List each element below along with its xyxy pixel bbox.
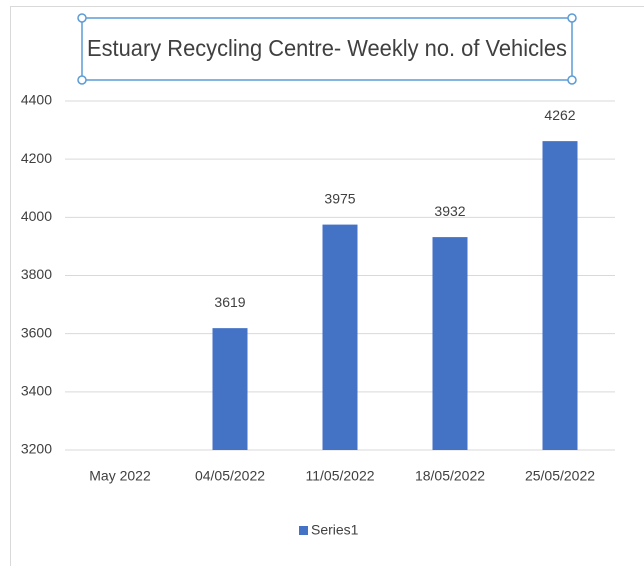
x-tick-label: May 2022 bbox=[89, 468, 151, 484]
y-tick-label: 3200 bbox=[21, 441, 52, 457]
selection-handle bbox=[567, 13, 577, 23]
x-tick-label: 04/05/2022 bbox=[195, 468, 265, 484]
y-tick-label: 4000 bbox=[21, 208, 52, 224]
y-tick-label: 3800 bbox=[21, 266, 52, 282]
selection-handle bbox=[77, 75, 87, 85]
bar bbox=[432, 237, 468, 450]
x-tick-label: 11/05/2022 bbox=[305, 468, 374, 484]
selection-handle bbox=[567, 75, 577, 85]
y-tick-label: 3400 bbox=[21, 383, 52, 399]
bar bbox=[322, 224, 358, 450]
x-tick-label: 18/05/2022 bbox=[415, 468, 485, 484]
legend-label: Series1 bbox=[311, 522, 359, 538]
data-label: 4262 bbox=[544, 107, 575, 123]
data-label: 3932 bbox=[434, 203, 465, 219]
y-tick-label: 3600 bbox=[21, 324, 52, 340]
y-tick-label: 4400 bbox=[21, 92, 52, 108]
y-tick-label: 4200 bbox=[21, 150, 52, 166]
data-label: 3619 bbox=[214, 294, 245, 310]
legend-swatch bbox=[299, 526, 308, 535]
title-selection-box bbox=[81, 17, 573, 81]
bar bbox=[212, 328, 248, 450]
bar bbox=[542, 141, 578, 450]
x-tick-label: 25/05/2022 bbox=[525, 468, 595, 484]
data-label: 3975 bbox=[324, 190, 355, 206]
selection-handle bbox=[77, 13, 87, 23]
chart-title: Estuary Recycling Centre- Weekly no. of … bbox=[87, 35, 567, 61]
